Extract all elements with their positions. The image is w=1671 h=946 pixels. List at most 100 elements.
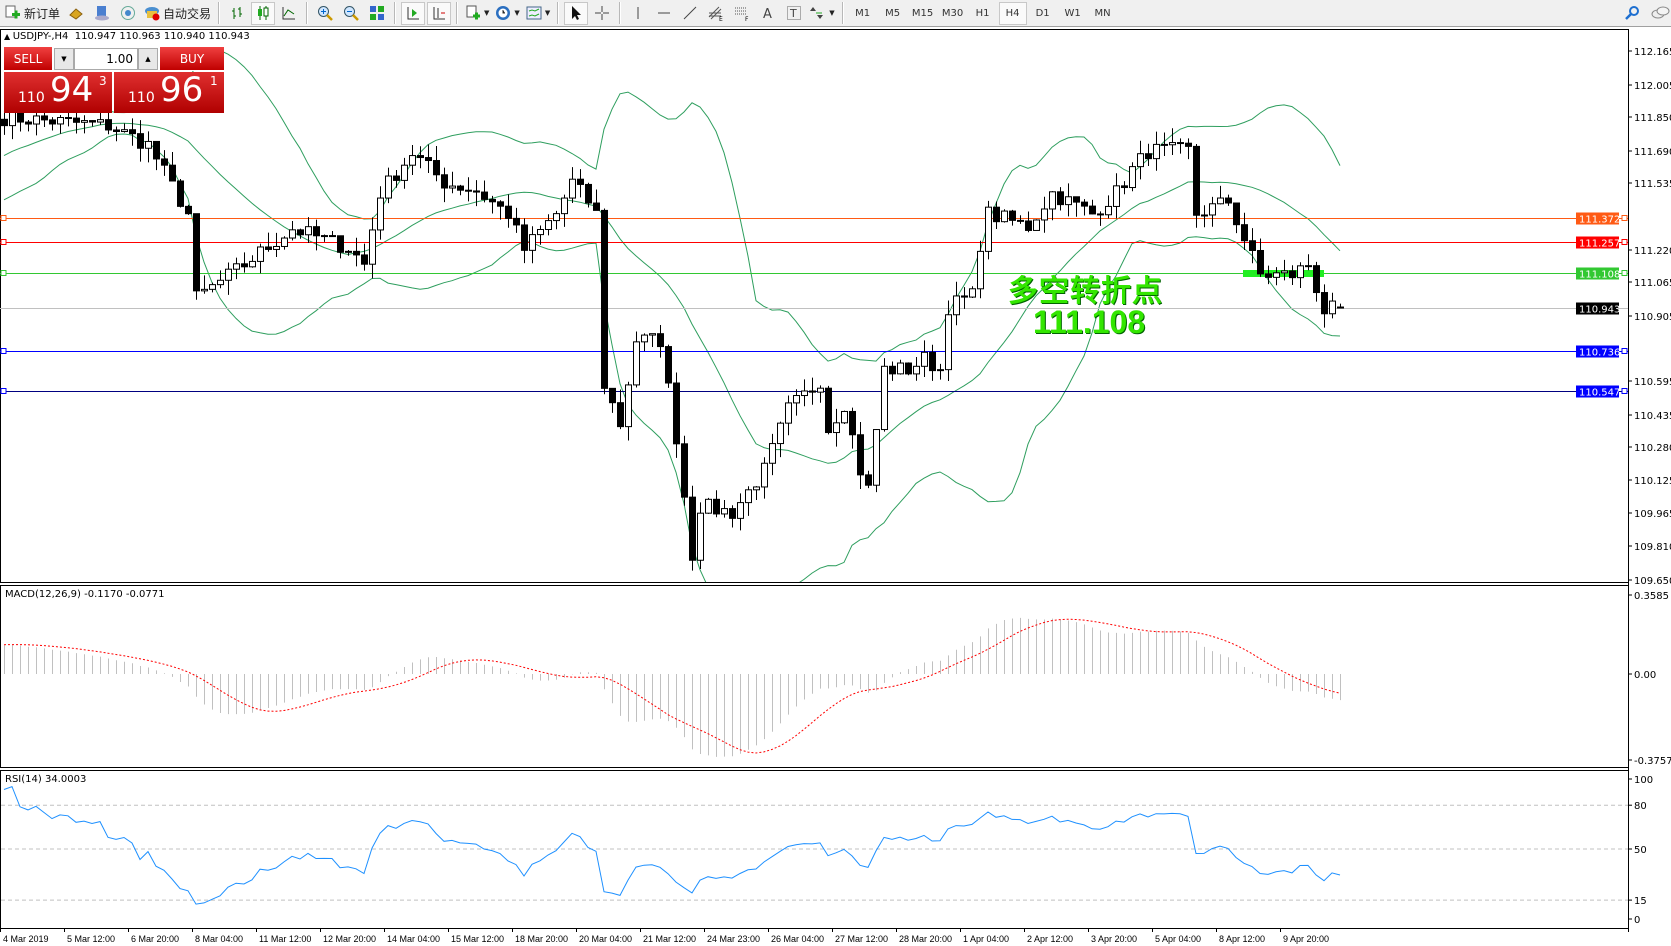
lot-size-input[interactable] <box>74 48 138 70</box>
auto-trading-button[interactable]: 自动交易 <box>142 2 213 25</box>
chart-shift-button[interactable] <box>427 1 452 25</box>
candle-body <box>649 333 656 336</box>
candle-body <box>425 157 432 162</box>
sell-price[interactable]: 110 94 3 <box>4 70 112 113</box>
macd-label: MACD(12,26,9) -0.1170 -0.0771 <box>5 589 165 600</box>
buy-button[interactable]: BUY <box>160 47 224 71</box>
candle-body <box>817 387 824 393</box>
zoom-out-button[interactable] <box>339 2 363 25</box>
candle-body <box>153 140 160 160</box>
candle <box>425 144 432 173</box>
candle <box>1289 265 1296 285</box>
gold-bars-button[interactable] <box>64 2 88 25</box>
time-label: 4 Mar 2019 <box>3 934 49 944</box>
candle-body <box>801 390 808 397</box>
candle <box>881 358 888 432</box>
signals-button[interactable] <box>116 2 140 25</box>
candle-body <box>881 365 888 431</box>
timeframe-m5[interactable]: M5 <box>885 7 901 19</box>
candlestick-button[interactable] <box>251 1 276 25</box>
candle-body <box>1113 185 1120 207</box>
svg-text:T: T <box>789 7 797 20</box>
timeframe-w1[interactable]: W1 <box>1064 7 1081 19</box>
timeframe-h4[interactable]: H4 <box>998 1 1027 25</box>
candle-body <box>321 235 328 238</box>
horizontal-line-button[interactable] <box>652 2 676 25</box>
candle-body <box>1017 219 1024 222</box>
line-chart-button[interactable] <box>277 2 301 25</box>
price-tick-label: 110.435 <box>1634 411 1671 422</box>
timeframe-m1[interactable]: M1 <box>855 7 871 19</box>
buy-price[interactable]: 110 96 1 <box>114 70 224 113</box>
candle <box>1281 259 1288 281</box>
timeframe-mn[interactable]: MN <box>1094 7 1111 19</box>
text-button[interactable]: A <box>756 2 780 25</box>
candle <box>481 180 488 203</box>
candle <box>1257 238 1264 277</box>
candle-body <box>1217 197 1224 205</box>
lot-increase-button[interactable]: ▲ <box>138 48 158 70</box>
candle-body <box>1177 142 1184 145</box>
time-label: 28 Mar 20:00 <box>899 934 952 944</box>
market-watch-button[interactable] <box>90 2 114 25</box>
candle <box>361 243 368 271</box>
vertical-line-button[interactable] <box>626 2 650 25</box>
market-watch-icon <box>94 5 110 21</box>
candle-body <box>1041 208 1048 221</box>
fibo-button[interactable]: F <box>730 2 754 25</box>
timeframe-h1[interactable]: H1 <box>975 7 990 19</box>
candle-body <box>393 175 400 181</box>
sell-button[interactable]: SELL <box>4 47 52 71</box>
candle-body <box>657 333 664 348</box>
timeframe-d1[interactable]: D1 <box>1035 7 1050 19</box>
candle-body <box>665 346 672 384</box>
candle-body <box>609 387 616 404</box>
candle <box>49 117 56 131</box>
candle <box>241 252 248 273</box>
lot-decrease-button[interactable]: ▼ <box>54 48 74 70</box>
candle-body <box>849 410 856 436</box>
candle <box>1233 202 1240 234</box>
candle-body <box>1337 306 1344 309</box>
search-button[interactable] <box>1620 2 1644 25</box>
timeframe-m15[interactable]: M15 <box>911 7 934 19</box>
new-order-button[interactable]: 新订单 <box>3 2 62 25</box>
tile-windows-button[interactable] <box>365 2 389 25</box>
collapse-icon[interactable]: ▲ <box>4 32 13 41</box>
fibo-channel-button[interactable]: E <box>704 2 728 25</box>
crosshair-button[interactable] <box>590 2 614 25</box>
zoom-out-icon <box>343 5 359 21</box>
candle-body <box>617 402 624 428</box>
trendline-button[interactable] <box>678 2 702 25</box>
zoom-in-button[interactable] <box>313 2 337 25</box>
autoscroll-button[interactable] <box>401 1 426 25</box>
annotation-price[interactable]: 111.108 <box>1033 304 1146 340</box>
bollinger-upper <box>3 49 1341 362</box>
new-chart-dropdown[interactable]: ▼ <box>463 2 491 25</box>
candle <box>993 201 1000 229</box>
candle <box>689 485 696 571</box>
price-tick-label: 111.535 <box>1634 179 1671 190</box>
candle <box>1113 173 1120 219</box>
timeframe-m30[interactable]: M30 <box>941 7 964 19</box>
text-label-button[interactable]: T <box>782 2 806 25</box>
candle <box>321 234 328 242</box>
candle <box>1273 267 1280 286</box>
template-dropdown[interactable]: ▼ <box>524 2 552 25</box>
cursor-button[interactable] <box>564 1 589 25</box>
candle <box>409 144 416 175</box>
candle <box>569 167 576 204</box>
annotation-title[interactable]: 多空转折点 <box>1008 274 1163 309</box>
time-label: 1 Apr 04:00 <box>963 934 1009 944</box>
arrows-dropdown[interactable]: ▼ <box>808 2 836 25</box>
periodicity-dropdown[interactable]: ▼ <box>493 2 521 25</box>
candle-body <box>217 279 224 286</box>
bar-chart-button[interactable] <box>225 2 249 25</box>
chat-button[interactable] <box>1646 2 1670 25</box>
text-icon: A <box>760 5 776 22</box>
candle-body <box>537 228 544 236</box>
candle-body <box>161 158 168 166</box>
candle <box>305 217 312 243</box>
turning-point-marker <box>1243 270 1324 277</box>
